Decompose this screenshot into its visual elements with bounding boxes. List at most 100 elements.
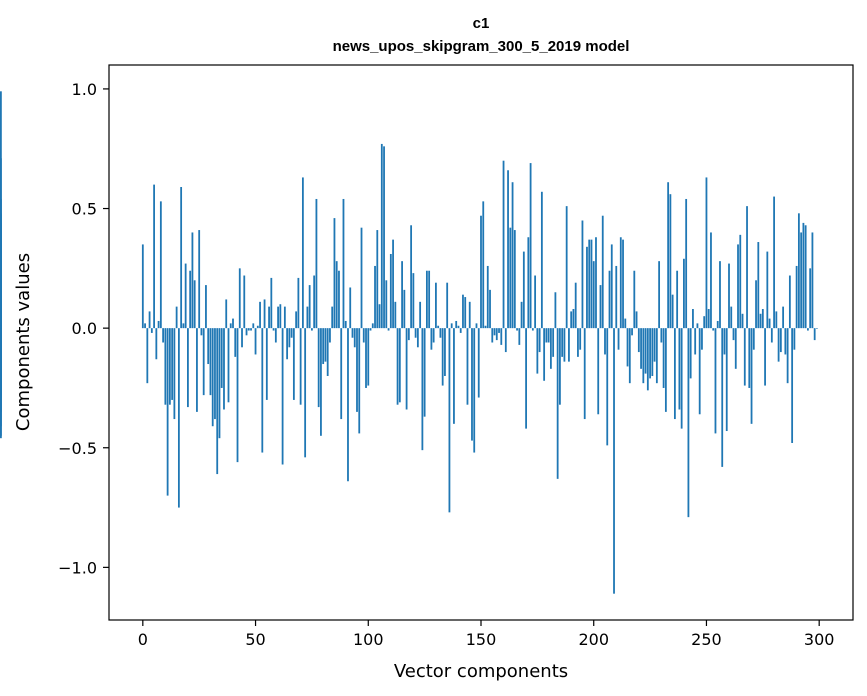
bar xyxy=(227,328,230,403)
bars-group xyxy=(0,91,818,594)
bar xyxy=(559,328,561,405)
bar xyxy=(295,311,298,329)
bar xyxy=(455,320,458,329)
bar xyxy=(419,301,422,329)
bar xyxy=(687,328,690,518)
bar xyxy=(311,328,313,331)
bar xyxy=(480,215,482,329)
bar xyxy=(784,328,787,355)
bar xyxy=(389,253,392,329)
x-axis-label: Vector components xyxy=(394,661,568,682)
bar xyxy=(599,285,602,329)
bar xyxy=(752,328,755,350)
bar xyxy=(662,328,665,388)
bar xyxy=(714,328,717,434)
bar xyxy=(150,328,153,333)
bar xyxy=(196,328,198,412)
bar xyxy=(209,328,212,396)
bar xyxy=(234,328,237,357)
bar xyxy=(473,328,476,453)
bar xyxy=(439,328,442,338)
chart-title: c1 news_upos_skipgram_300_5_2019 model xyxy=(333,15,630,55)
bar xyxy=(155,328,158,360)
bar xyxy=(613,328,615,594)
bar xyxy=(403,289,406,329)
bar xyxy=(141,244,144,329)
bar xyxy=(791,328,794,443)
bar xyxy=(148,311,151,329)
bar xyxy=(218,328,221,439)
bar xyxy=(380,143,383,329)
bar xyxy=(410,225,413,329)
bar xyxy=(649,328,651,379)
bar xyxy=(493,328,496,336)
bar xyxy=(175,306,178,329)
bar xyxy=(277,306,279,329)
bar xyxy=(545,328,548,343)
bar xyxy=(329,328,331,343)
bar xyxy=(673,328,676,420)
bar xyxy=(153,184,155,329)
bar xyxy=(777,328,780,362)
bar xyxy=(590,239,593,329)
bar xyxy=(198,230,201,329)
bar xyxy=(748,328,751,388)
bar xyxy=(301,177,304,329)
bar xyxy=(489,289,491,329)
bar xyxy=(807,328,809,331)
bar xyxy=(220,328,223,388)
bar xyxy=(572,309,575,329)
bar xyxy=(292,328,295,400)
bar xyxy=(732,328,735,341)
bar xyxy=(568,328,570,362)
bar xyxy=(622,239,624,329)
bar xyxy=(669,194,672,329)
bar xyxy=(604,328,606,355)
bar xyxy=(398,328,401,403)
bar xyxy=(349,287,352,329)
bar xyxy=(374,265,376,329)
x-axis-ticks: 0 50 100 150 200 250 300 xyxy=(138,620,834,649)
bar xyxy=(694,328,697,355)
bar xyxy=(543,328,546,381)
bar xyxy=(308,285,311,329)
bar xyxy=(448,328,451,513)
bar xyxy=(500,328,503,345)
bar xyxy=(811,232,814,329)
bar xyxy=(423,328,426,417)
bar xyxy=(755,280,757,329)
bar xyxy=(667,182,670,329)
bar xyxy=(462,294,464,329)
bar xyxy=(741,313,744,329)
y-tick-label: −0.5 xyxy=(58,439,97,458)
bar xyxy=(252,323,255,329)
bar xyxy=(466,328,469,405)
bar xyxy=(725,328,728,432)
bar xyxy=(802,222,805,329)
bar xyxy=(162,328,165,343)
bar xyxy=(626,328,629,367)
bar xyxy=(728,263,730,329)
bar xyxy=(707,309,710,329)
bar xyxy=(453,328,455,424)
bar xyxy=(619,237,622,329)
bar xyxy=(322,328,325,365)
bar xyxy=(701,328,703,350)
bar xyxy=(615,265,618,329)
bar xyxy=(358,328,361,434)
bar xyxy=(766,251,769,329)
bar xyxy=(392,239,394,329)
bar xyxy=(642,328,645,384)
bar xyxy=(315,198,318,329)
bar xyxy=(457,325,460,329)
bar xyxy=(405,328,408,410)
bar xyxy=(177,328,180,508)
bar xyxy=(703,316,706,329)
bar xyxy=(520,301,523,329)
bar xyxy=(193,280,196,329)
bar xyxy=(540,191,543,329)
bar xyxy=(595,237,597,329)
bar xyxy=(214,328,216,420)
bar xyxy=(173,328,176,420)
bar xyxy=(187,328,189,408)
